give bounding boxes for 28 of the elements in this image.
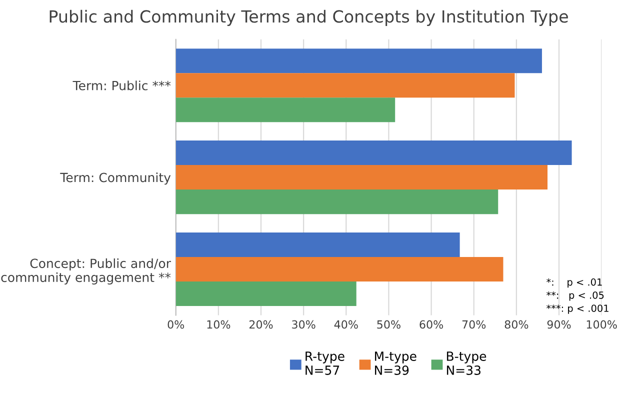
x-tick-label: 40% (334, 320, 358, 329)
x-tick-label: 80% (504, 320, 528, 329)
y-tick-label: Term: Public *** (72, 80, 171, 90)
x-tick-label: 30% (292, 320, 316, 329)
y-tick-label: Term: Community (60, 172, 171, 185)
x-tick-label: 10% (207, 320, 230, 329)
legend-label: B-type N=33 (446, 352, 486, 375)
bar (176, 281, 356, 306)
x-tick-label: 70% (462, 320, 486, 329)
bar (176, 232, 460, 257)
bar (176, 165, 548, 190)
bar (176, 98, 396, 122)
chart-title: Public and Community Terms and Concepts by Institution Type (50, 10, 568, 26)
text: *: p < .01 **: p < .05 ***: p < .001 (546, 278, 608, 314)
bar (176, 190, 498, 214)
y-tick-label: Concept: Public and/or community engagement ** (1, 258, 171, 285)
x-tick-label: 100% (586, 320, 617, 329)
x-tick-label: 60% (420, 320, 444, 329)
bar (176, 73, 515, 98)
x-tick-label: 20% (249, 320, 273, 329)
x-tick-label: 0% (168, 320, 184, 329)
legend-label: M-type N=39 (375, 352, 416, 375)
bar (176, 256, 504, 282)
legend-label: R-type N=57 (306, 352, 344, 375)
bar (176, 48, 542, 74)
x-tick-label: 50% (377, 320, 400, 329)
bar (176, 140, 572, 166)
x-tick-label: 90% (547, 320, 571, 329)
